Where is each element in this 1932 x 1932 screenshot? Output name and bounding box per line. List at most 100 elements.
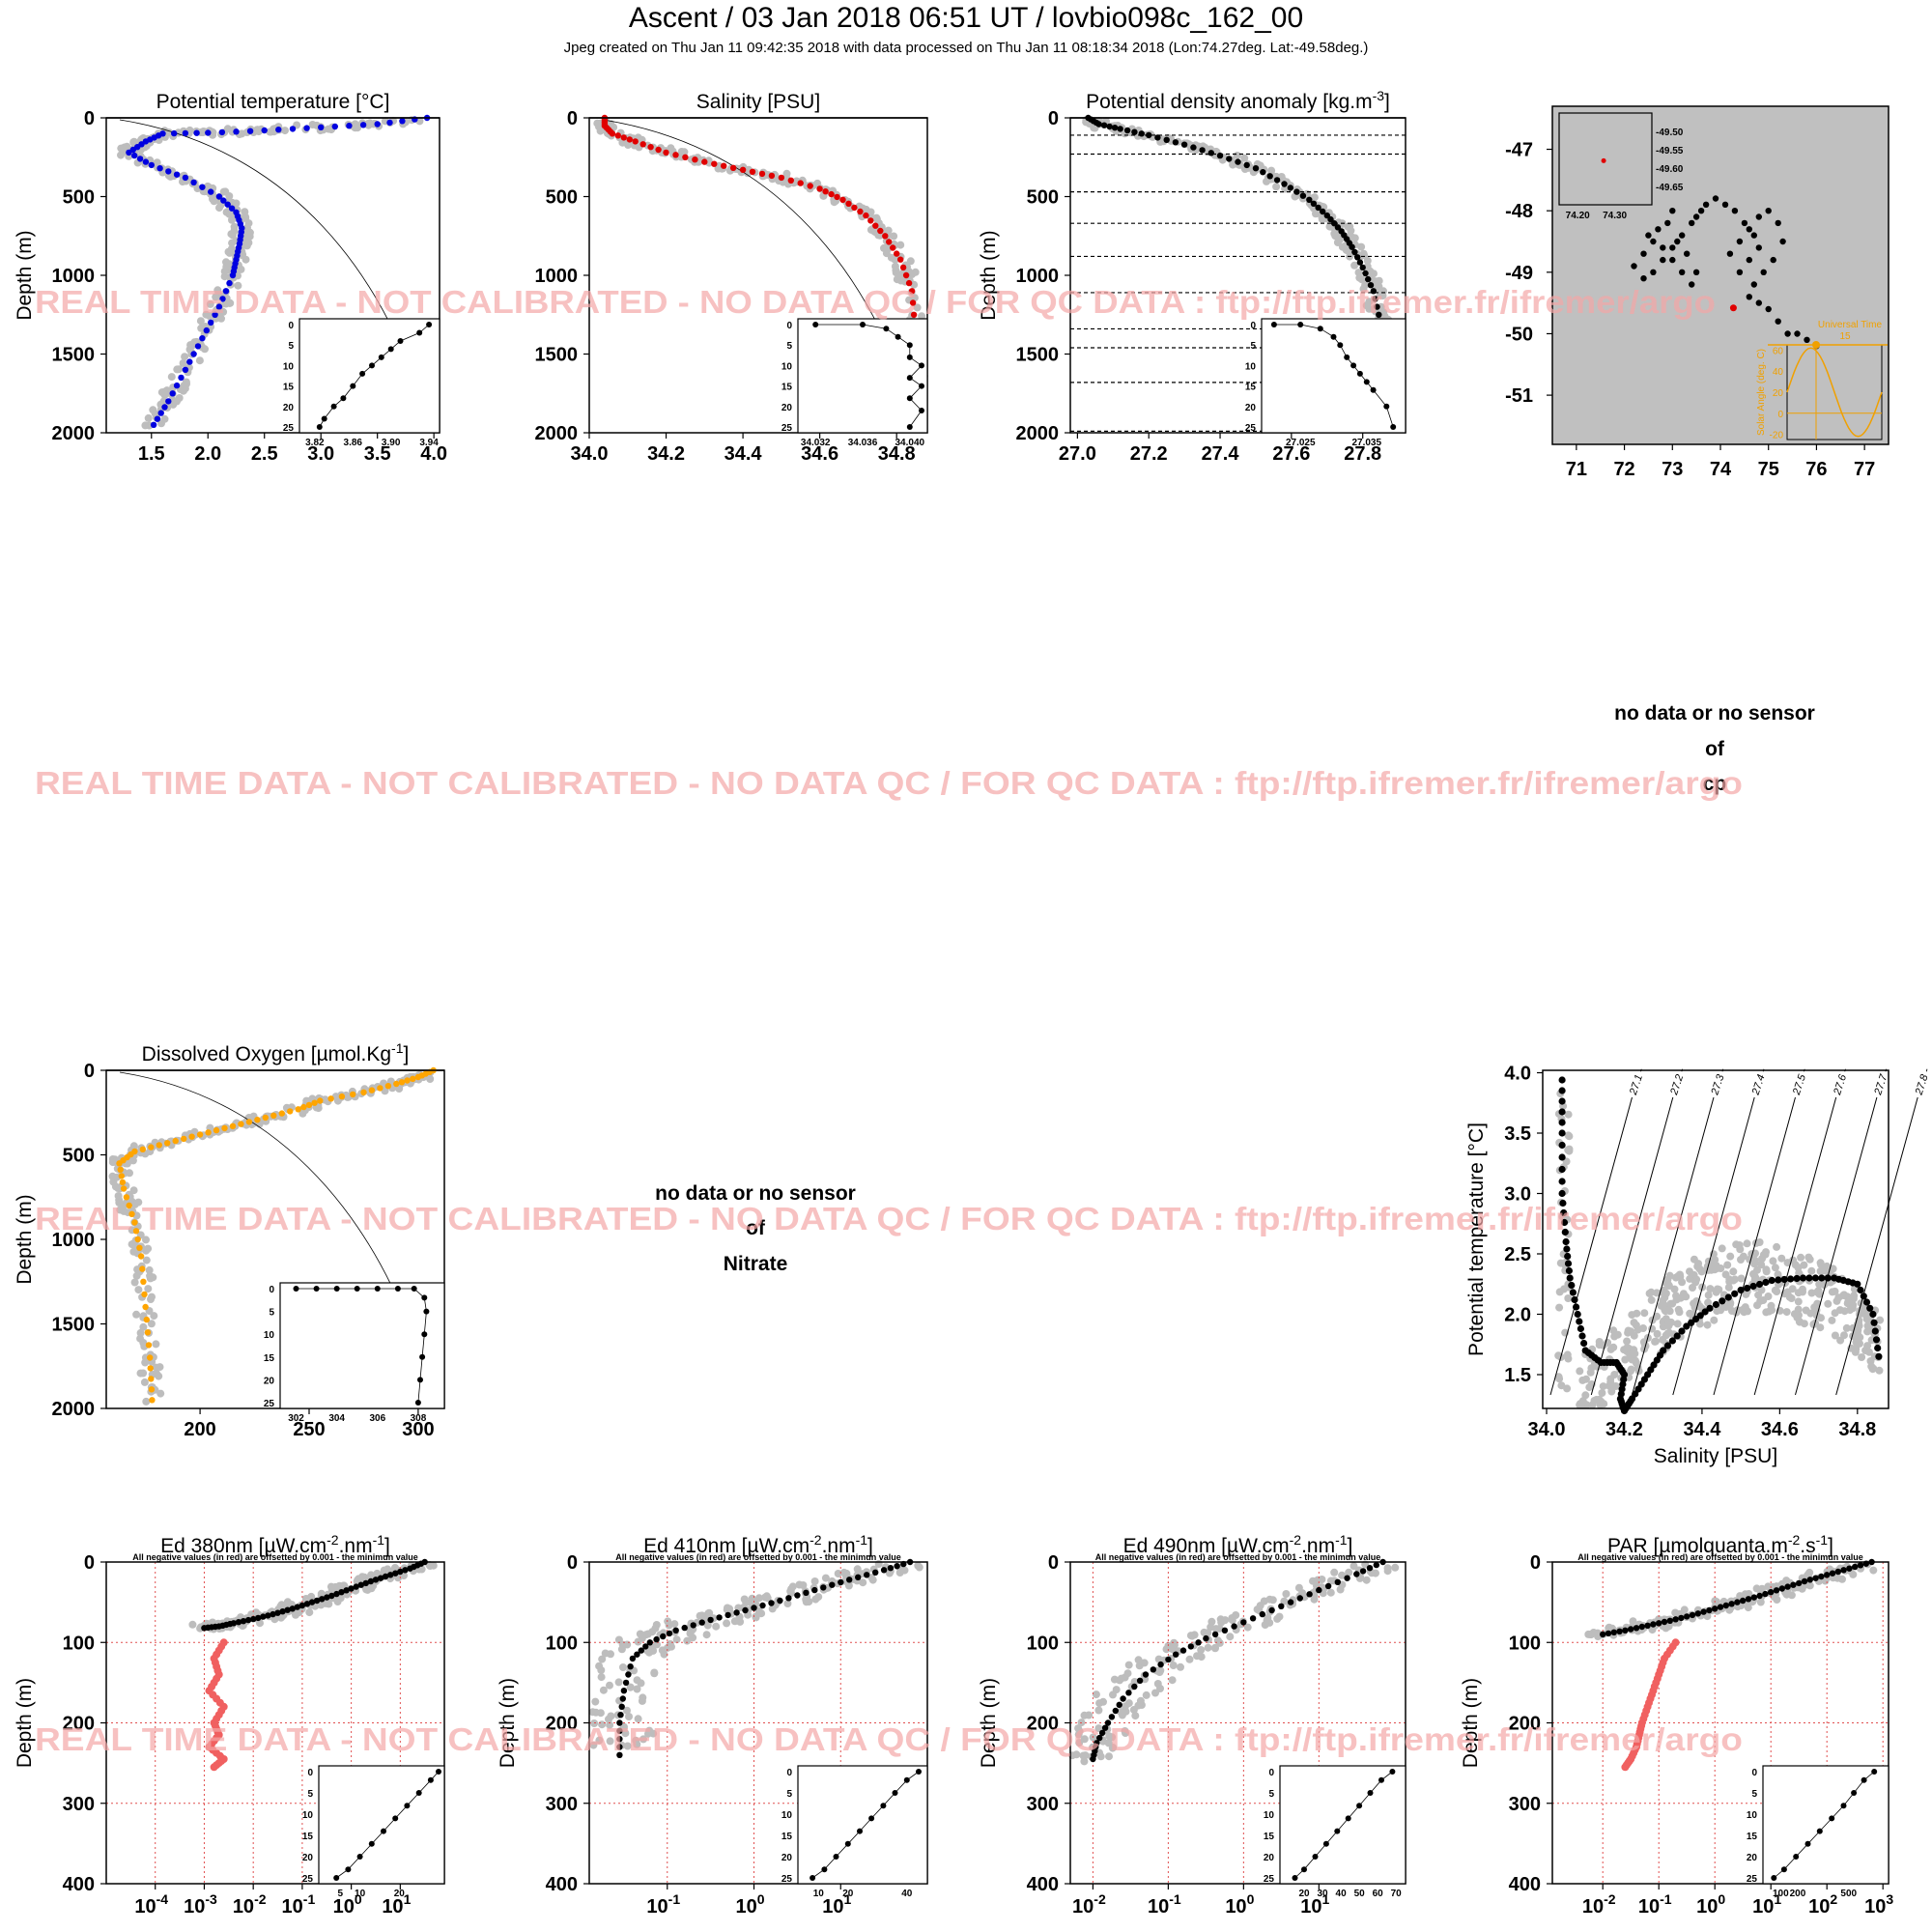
- oxy-history-point: [142, 1236, 150, 1244]
- ed410-history-point: [834, 1570, 842, 1577]
- dens-profile-point: [1354, 254, 1361, 261]
- ed490-history-point: [1099, 1697, 1107, 1706]
- ed380-xtick-label: 10-4: [134, 1891, 168, 1918]
- ed380-ytick-label: 300: [63, 1794, 95, 1815]
- temp-history-point: [202, 310, 211, 319]
- temp-inset-ytick: 5: [288, 341, 294, 352]
- ed410-history-point: [634, 1715, 642, 1723]
- sun-angle-title: Universal Time: [1818, 320, 1883, 330]
- ed410-history-point: [643, 1630, 652, 1638]
- temp-ytick-label: 0: [84, 108, 95, 129]
- ts-history-point: [1694, 1260, 1703, 1268]
- sal-inset-point: [883, 326, 890, 332]
- par-profile-point: [1745, 1596, 1752, 1603]
- sal-inset-point: [895, 333, 901, 340]
- oxy-profile-point: [148, 1386, 156, 1393]
- ts-profile-point: [1688, 1319, 1695, 1326]
- ed490-history-point: [1177, 1662, 1184, 1671]
- ed410-ytick-label: 400: [546, 1874, 578, 1895]
- oxy-inset-point: [417, 1377, 423, 1383]
- ts-history-point: [1726, 1252, 1735, 1261]
- par-ytick-label: 300: [1509, 1794, 1541, 1815]
- oxy-profile-point: [139, 1265, 146, 1272]
- sal-inset-point: [906, 424, 913, 430]
- ts-ylabel: Potential temperature [°C]: [1465, 1122, 1488, 1356]
- temp-profile-point: [222, 288, 230, 295]
- ed410-history-point: [787, 1585, 796, 1593]
- temp-inset-ytick: 10: [283, 361, 295, 372]
- ed410-profile-point: [794, 1592, 801, 1599]
- sal-inset-ytick: 0: [786, 321, 792, 331]
- ed380-history-point: [362, 1585, 371, 1594]
- ts-isopycnal: [1753, 1096, 1837, 1396]
- ed410-history-point: [634, 1637, 642, 1646]
- ed490-profile-point: [1096, 1734, 1103, 1742]
- ed410-history-point: [853, 1565, 862, 1574]
- map-track-point: [1674, 238, 1681, 245]
- sal-profile-point: [682, 154, 689, 160]
- ed380-inset-ytick: 15: [302, 1832, 314, 1842]
- temp-profile-point: [346, 123, 353, 129]
- ed380-xtick-label: 10-1: [282, 1891, 316, 1918]
- ed490-inset-ytick: 10: [1264, 1810, 1275, 1821]
- sal-history-point: [906, 257, 915, 266]
- ed380-note: All negative values (in red) are offsett…: [132, 1552, 418, 1562]
- temp-history-point: [120, 143, 128, 152]
- ts-history-point: [1610, 1332, 1619, 1341]
- ts-history-point: [1640, 1309, 1649, 1318]
- ed490-profile-point: [1353, 1571, 1360, 1577]
- oxy-profile-point: [213, 1126, 220, 1134]
- ts-panel: 27.1 -27.2 -27.3 -27.4 -27.5 -27.6 -27.7…: [1465, 1064, 1932, 1468]
- ed380-profile-point: [357, 1581, 364, 1588]
- ts-isopycnal: [1590, 1096, 1674, 1396]
- dens-inset-point: [1330, 333, 1337, 340]
- map-ytick-label: -47: [1505, 140, 1533, 161]
- ts-history-point: [1817, 1314, 1825, 1322]
- map-track-point: [1660, 244, 1666, 251]
- ed490-profile-point: [1120, 1695, 1126, 1702]
- sal-profile-point: [787, 177, 794, 184]
- map-zoom-ytick: -49.55: [1656, 146, 1684, 156]
- ed490-history-point: [1282, 1590, 1291, 1598]
- ts-xtick-label: 34.0: [1528, 1419, 1566, 1440]
- ed490-profile-point: [1108, 1714, 1116, 1720]
- temp-title: Potential temperature [°C]: [156, 91, 390, 113]
- ts-history-point: [1710, 1316, 1719, 1324]
- oxy-ylabel: Depth (m): [14, 1194, 36, 1284]
- ed490-history-point: [1105, 1732, 1114, 1741]
- ts-history-point: [1596, 1401, 1605, 1409]
- par-ylabel: Depth (m): [1460, 1678, 1482, 1768]
- ts-history-point: [1824, 1299, 1833, 1308]
- dens-inset-point: [1317, 326, 1323, 332]
- sun-angle-curve: [1786, 347, 1883, 438]
- ed410-ytick-label: 0: [567, 1552, 578, 1574]
- ts-history-point: [1742, 1290, 1750, 1298]
- map-track-point: [1692, 269, 1700, 275]
- ed410-history-point: [614, 1678, 623, 1687]
- ed380-profile-point: [382, 1573, 389, 1580]
- par-inset-ytick: 20: [1747, 1853, 1758, 1863]
- ed410-profile-point: [707, 1616, 714, 1624]
- sal-profile-point: [834, 193, 840, 201]
- ed490-profile-point: [1179, 1647, 1187, 1654]
- ed380-history-point: [367, 1571, 376, 1579]
- ed410-history-point: [670, 1620, 679, 1629]
- temp-history-point: [117, 151, 125, 159]
- map-zoom-ytick: -49.60: [1656, 164, 1684, 175]
- sal-inset-point: [812, 322, 819, 327]
- ed380-inset-ytick: 20: [302, 1853, 314, 1863]
- temp-xtick-label: 2.5: [251, 443, 278, 465]
- ed410-history-point: [638, 1696, 646, 1705]
- dens-inset-point: [1370, 386, 1377, 393]
- par-history-point: [1756, 1598, 1765, 1606]
- ed410-profile-point: [733, 1609, 740, 1616]
- ed410-ytick-label: 200: [546, 1714, 578, 1735]
- dens-profile-point: [1163, 136, 1170, 143]
- ed410-history-point: [742, 1598, 751, 1606]
- map-zoom-point: [1601, 157, 1606, 163]
- ts-profile-point: [1678, 1327, 1686, 1335]
- ed410-profile-point: [894, 1563, 900, 1570]
- oxy-profile-point: [414, 1073, 422, 1081]
- sal-ytick-label: 500: [546, 187, 578, 209]
- ed490-history-point: [1142, 1690, 1151, 1699]
